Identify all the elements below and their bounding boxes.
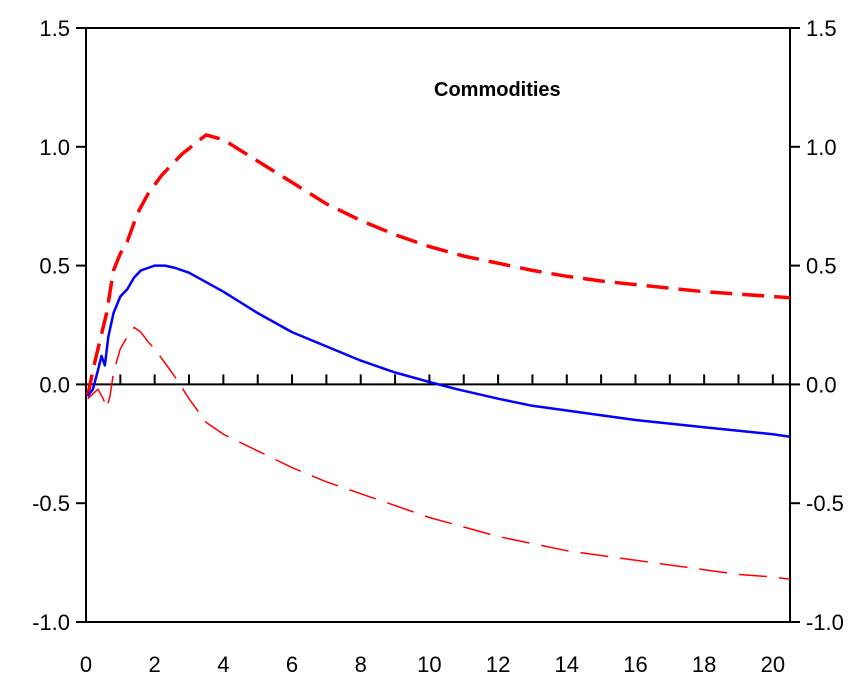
y-tick-label-left: -1.0 <box>32 610 70 635</box>
y-tick-label-right: 1.0 <box>806 135 837 160</box>
y-tick-label-left: 1.5 <box>39 16 70 41</box>
y-tick-label-right: 0.0 <box>806 372 837 397</box>
chart-annotation: Commodities <box>434 79 561 101</box>
y-axis-left: -1.0 -0.5 0.0 0.5 1.0 1.5 <box>32 16 86 635</box>
x-tick-label: 6 <box>286 652 298 677</box>
x-tick-label: 4 <box>217 652 229 677</box>
x-axis: 0 2 4 6 8 10 12 14 16 18 20 <box>80 652 785 677</box>
x-tick-label: 8 <box>355 652 367 677</box>
y-tick-label-left: 0.0 <box>39 372 70 397</box>
x-tick-label: 10 <box>417 652 441 677</box>
y-tick-label-left: 1.0 <box>39 135 70 160</box>
series-line-2 <box>86 264 791 438</box>
x-tick-label: 0 <box>80 652 92 677</box>
y-tick-label-left: 0.5 <box>39 254 70 279</box>
x-tick-label: 20 <box>761 652 785 677</box>
y-tick-label-right: 1.5 <box>806 16 837 41</box>
x-tick-label: 2 <box>149 652 161 677</box>
x-tick-label: 14 <box>555 652 579 677</box>
y-tick-label-right: -0.5 <box>806 491 844 516</box>
y-tick-label-right: -1.0 <box>806 610 844 635</box>
x-tick-label: 12 <box>486 652 510 677</box>
y-tick-label-right: 0.5 <box>806 254 837 279</box>
series-line-1 <box>85 133 791 397</box>
series-line-3 <box>87 326 791 580</box>
plot-frame <box>85 27 791 623</box>
y-tick-label-left: -0.5 <box>32 491 70 516</box>
x-tick-label: 18 <box>692 652 716 677</box>
x-tick-label: 16 <box>623 652 647 677</box>
y-axis-right: -1.0 -0.5 0.0 0.5 1.0 1.5 <box>790 16 844 635</box>
series-layer <box>85 133 791 580</box>
